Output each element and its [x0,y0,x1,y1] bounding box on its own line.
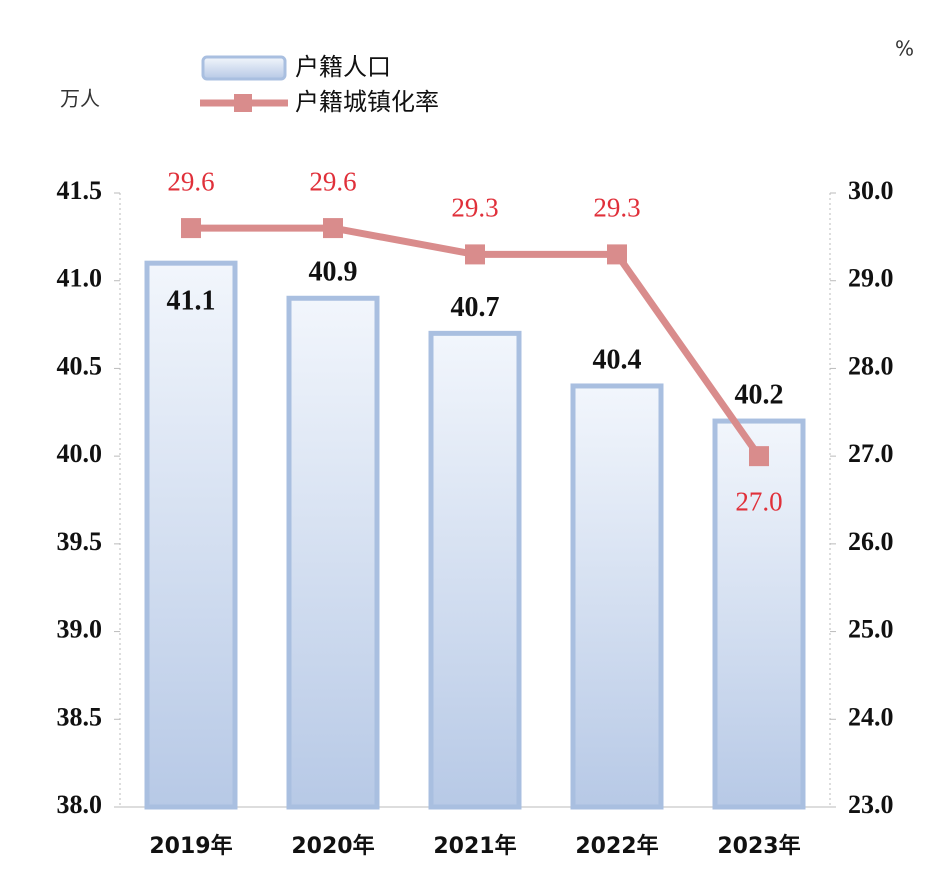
bar [570,383,664,810]
y-tick-label: 40.5 [57,351,103,380]
bar [144,260,238,810]
bar-value-label: 41.1 [167,286,216,317]
y-tick-label: 39.5 [57,527,103,556]
y-tick-label: 40.0 [57,439,103,468]
line-value-label: 29.3 [593,193,640,223]
bar [428,330,522,810]
bar-value-label: 40.7 [451,292,500,323]
bar [712,418,806,810]
x-tick-label: 2021年 [433,833,516,859]
line-value-label: 29.6 [167,166,214,196]
legend-label: 户籍人口 [295,53,391,81]
y2-tick-label: 26.0 [848,527,894,556]
y-tick-label: 41.0 [57,264,103,293]
y-tick-label: 39.0 [57,615,103,644]
x-tick-label: 2019年 [149,833,232,859]
y2-tick-label: 30.0 [848,176,894,205]
y2-axis-unit: % [895,37,914,61]
legend-label: 户籍城镇化率 [295,88,439,116]
line-marker [181,218,201,239]
y2-tick-label: 25.0 [848,615,894,644]
bar-value-label: 40.9 [309,257,358,288]
x-tick-label: 2020年 [291,833,374,859]
line-marker [749,446,769,467]
line-marker [465,244,485,265]
bar [286,295,380,810]
legend-swatch [201,55,287,81]
bar-value-label: 40.4 [593,344,642,375]
x-tick-label: 2023年 [717,833,800,859]
y2-tick-label: 23.0 [848,790,894,819]
y-axis-unit: 万人 [60,87,100,111]
y-tick-label: 41.5 [57,176,103,205]
bar-value-label: 40.2 [735,379,784,410]
x-tick-label: 2022年 [575,833,658,859]
y-tick-label: 38.0 [57,790,103,819]
y-tick-label: 38.5 [57,702,103,731]
line-value-label: 29.6 [309,166,356,196]
line-value-label: 27.0 [735,486,782,516]
legend-marker [234,94,252,112]
line-value-label: 29.3 [451,193,498,223]
y2-tick-label: 29.0 [848,264,894,293]
y2-tick-label: 27.0 [848,439,894,468]
y2-tick-label: 24.0 [848,702,894,731]
line-marker [607,244,627,265]
line-marker [323,218,343,239]
y2-tick-label: 28.0 [848,351,894,380]
